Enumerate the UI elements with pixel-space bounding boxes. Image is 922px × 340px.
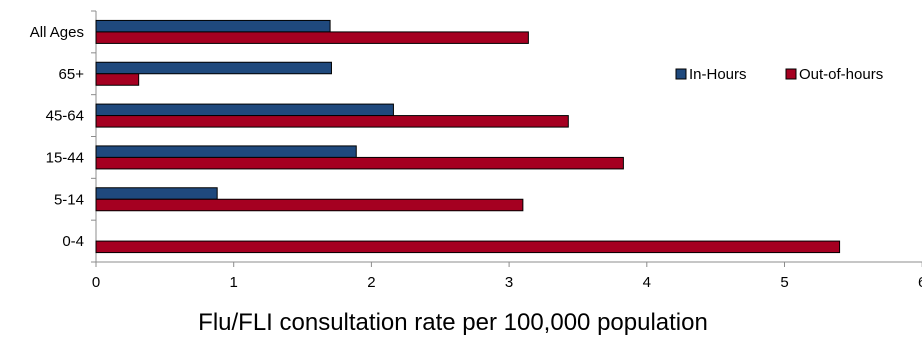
y-tick-label: 5-14 [54,191,84,208]
x-tick-label: 2 [367,274,375,291]
chart-axes [91,10,922,267]
y-tick-label: 65+ [59,66,85,83]
y-tick-label: All Ages [30,24,84,41]
y-tick-label: 15-44 [46,149,84,166]
x-tick-label: 3 [505,274,513,291]
bar-out-of-hours-0-4 [95,240,841,254]
bar-out-of-hours-45-64 [95,115,569,128]
x-tick-label: 6 [918,274,922,291]
chart-bars [95,19,841,254]
x-tick-label: 5 [780,274,788,291]
legend-label: Out-of-hours [799,66,883,83]
chart-legend: In-Hours Out-of-hours [675,66,883,83]
bar-out-of-hours-all-ages [95,31,529,44]
bar-out-of-hours-5-14 [95,198,524,212]
x-axis-label: Flu/FLI consultation rate per 100,000 po… [198,309,708,336]
bar-out-of-hours-65- [95,73,140,86]
legend-swatch [785,68,797,80]
legend-swatch [675,68,687,80]
bar-in-hours-5-14 [95,187,218,200]
x-tick-label: 0 [92,274,100,291]
y-tick-label: 45-64 [46,108,84,125]
bar-in-hours-all-ages [95,19,331,33]
bar-in-hours-65- [95,61,332,75]
bar-in-hours-45-64 [95,103,394,117]
bar-out-of-hours-15-44 [95,156,624,170]
bar-in-hours-15-44 [95,145,357,158]
chart-tick-labels: 0 1 2 3 4 5 6 0-4 5-14 15-44 45-64 65+ All Ages [30,24,922,291]
y-tick-label: 0-4 [62,233,84,250]
legend-label: In-Hours [689,66,747,83]
x-tick-label: 4 [643,274,651,291]
x-tick-label: 1 [230,274,238,291]
